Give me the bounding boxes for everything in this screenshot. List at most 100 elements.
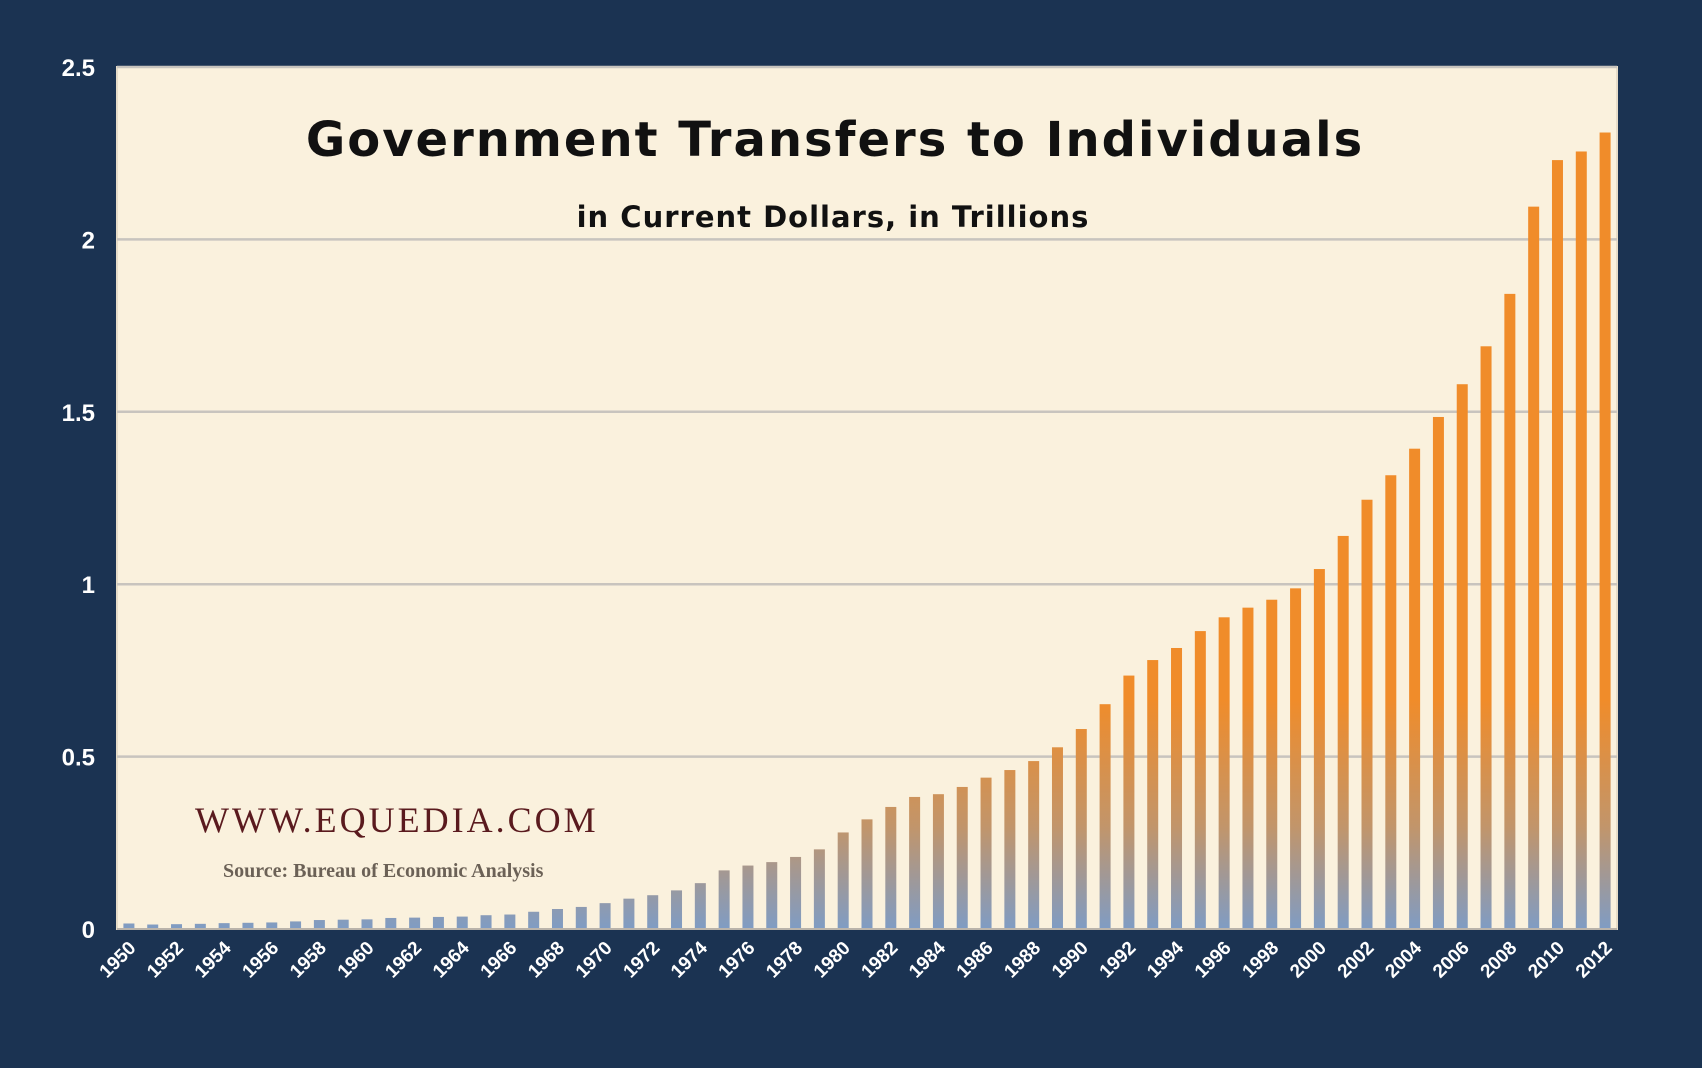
x-tick-label: 1974 xyxy=(667,937,712,982)
y-tick-label: 2.5 xyxy=(62,55,95,82)
x-tick-label: 2000 xyxy=(1286,938,1331,983)
x-tick-label: 1964 xyxy=(429,937,474,982)
y-tick-label: 1.5 xyxy=(62,400,95,427)
bar-1974 xyxy=(694,883,706,929)
x-tick-label: 1952 xyxy=(143,938,188,983)
bar-1991 xyxy=(1099,704,1111,929)
bar-1957 xyxy=(290,921,302,929)
x-tick-label: 1956 xyxy=(239,938,284,983)
bar-2002 xyxy=(1361,499,1373,929)
bar-2001 xyxy=(1337,535,1349,929)
bar-2006 xyxy=(1456,384,1468,929)
x-tick-label: 1962 xyxy=(381,938,426,983)
bars xyxy=(123,132,1611,930)
bar-1953 xyxy=(194,923,206,929)
bar-1994 xyxy=(1171,647,1183,929)
bar-1985 xyxy=(956,786,968,929)
bar-1969 xyxy=(575,906,587,929)
bar-1950 xyxy=(123,923,135,929)
bar-1987 xyxy=(1004,770,1016,929)
x-tick-label: 2008 xyxy=(1477,938,1522,983)
x-tick-label: 1998 xyxy=(1239,938,1284,983)
bar-1951 xyxy=(147,924,159,929)
bar-1984 xyxy=(932,794,944,929)
x-tick-label: 1972 xyxy=(620,938,665,983)
bar-1960 xyxy=(361,919,373,929)
x-tick-label: 1994 xyxy=(1143,937,1188,982)
bar-1977 xyxy=(766,862,778,929)
y-axis-ticks: 0 0.5 1 1.5 2 2.5 xyxy=(62,55,95,944)
bar-1962 xyxy=(409,917,421,929)
bar-1965 xyxy=(480,915,492,929)
x-tick-label: 1976 xyxy=(715,938,760,983)
chart-subtitle: in Current Dollars, in Trillions xyxy=(577,200,1090,234)
bar-1998 xyxy=(1266,599,1278,929)
x-tick-label: 1968 xyxy=(524,938,569,983)
y-tick-label: 2 xyxy=(82,227,95,254)
bar-2005 xyxy=(1432,416,1444,929)
x-tick-label: 2010 xyxy=(1524,938,1569,983)
x-tick-label: 2012 xyxy=(1572,938,1617,983)
bar-2010 xyxy=(1551,160,1563,929)
bar-1963 xyxy=(432,916,444,929)
bar-2004 xyxy=(1409,448,1421,929)
bar-1979 xyxy=(813,849,825,929)
bar-1993 xyxy=(1147,660,1159,929)
watermark: WWW.EQUEDIA.COM xyxy=(195,800,599,840)
bar-1981 xyxy=(861,819,873,929)
bar-1988 xyxy=(1028,761,1040,929)
x-tick-label: 1966 xyxy=(477,938,522,983)
x-axis-ticks: 1950 1952 1954 1956 1958 1960 1962 1964 1966 1968… xyxy=(96,937,1617,982)
bar-1973 xyxy=(671,890,683,929)
bar-1982 xyxy=(885,806,897,929)
bar-1971 xyxy=(623,898,635,929)
chart-title: Government Transfers to Individuals xyxy=(306,112,1364,168)
x-tick-label: 1996 xyxy=(1191,938,1236,983)
bar-1967 xyxy=(528,911,540,929)
bar-1968 xyxy=(551,909,563,929)
bar-1990 xyxy=(1075,729,1087,929)
bar-1997 xyxy=(1242,607,1254,929)
x-tick-label: 2006 xyxy=(1429,938,1474,983)
bar-1955 xyxy=(242,922,254,929)
x-tick-label: 1958 xyxy=(286,938,331,983)
bar-1958 xyxy=(313,920,325,929)
source-note: Source: Bureau of Economic Analysis xyxy=(223,860,544,882)
bar-1978 xyxy=(790,856,802,929)
bar-1970 xyxy=(599,903,611,929)
bar-2003 xyxy=(1385,475,1397,929)
bar-1975 xyxy=(718,870,730,929)
x-tick-label: 1992 xyxy=(1096,938,1141,983)
bar-1980 xyxy=(837,832,849,929)
bar-2012 xyxy=(1599,132,1611,930)
bar-1959 xyxy=(337,919,349,929)
x-tick-label: 1950 xyxy=(96,938,141,983)
y-tick-label: 1 xyxy=(82,572,95,599)
x-tick-label: 1954 xyxy=(191,937,236,982)
x-tick-label: 2004 xyxy=(1381,937,1426,982)
bar-1995 xyxy=(1194,631,1206,929)
x-tick-label: 1978 xyxy=(762,938,807,983)
bar-1961 xyxy=(385,917,397,929)
bar-1999 xyxy=(1290,588,1302,929)
bar-1956 xyxy=(266,922,278,929)
x-tick-label: 1988 xyxy=(1000,938,1045,983)
bar-2009 xyxy=(1528,206,1540,930)
bar-1996 xyxy=(1218,617,1230,929)
x-tick-label: 1984 xyxy=(905,937,950,982)
bar-1966 xyxy=(504,914,516,929)
bar-1952 xyxy=(171,924,183,929)
bar-1976 xyxy=(742,865,754,929)
x-tick-label: 1986 xyxy=(953,938,998,983)
bar-2000 xyxy=(1313,569,1325,929)
bar-1972 xyxy=(647,895,659,929)
bar-1964 xyxy=(456,916,468,929)
bar-1986 xyxy=(980,777,992,929)
bar-2011 xyxy=(1575,151,1587,929)
bar-2008 xyxy=(1504,293,1516,929)
x-tick-label: 2002 xyxy=(1334,938,1379,983)
x-tick-label: 1982 xyxy=(858,938,903,983)
bar-1983 xyxy=(909,796,921,929)
